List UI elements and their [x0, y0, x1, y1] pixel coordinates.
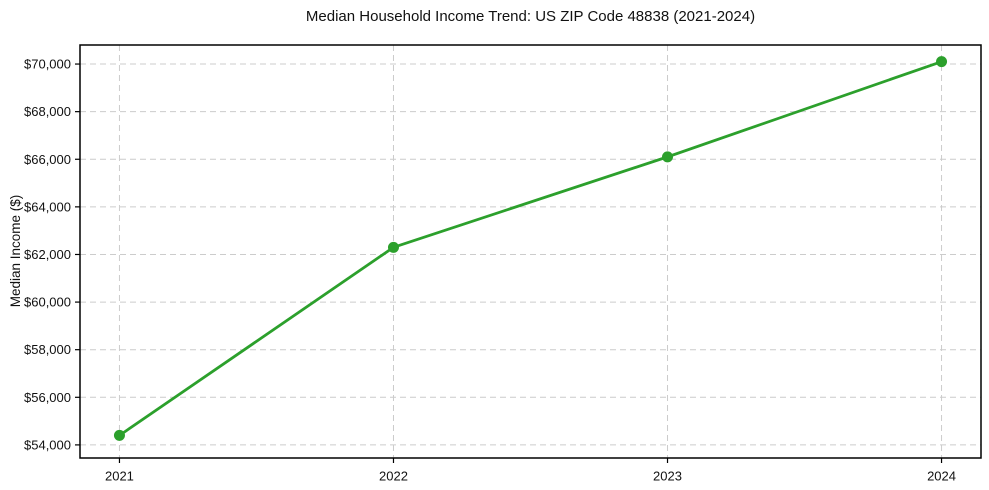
x-tick-label: 2022: [379, 469, 408, 484]
data-point-marker: [387, 241, 399, 253]
x-tick-label: 2021: [105, 469, 134, 484]
y-tick-label: $60,000: [24, 295, 71, 310]
y-tick-label: $68,000: [24, 104, 71, 119]
y-tick-label: $64,000: [24, 199, 71, 214]
data-point-marker: [936, 56, 948, 68]
y-tick-label: $70,000: [24, 57, 71, 72]
data-point-marker: [662, 151, 674, 163]
chart-title: Median Household Income Trend: US ZIP Co…: [305, 8, 756, 25]
y-tick-label: $66,000: [24, 152, 71, 167]
y-tick-label: $56,000: [24, 390, 71, 405]
x-tick-label: 2023: [653, 469, 682, 484]
data-point-marker: [113, 429, 125, 441]
y-tick-label: $58,000: [24, 342, 71, 357]
y-tick-label: $54,000: [24, 437, 71, 452]
plot-spines: [79, 44, 982, 459]
income-trend-line: [118, 60, 943, 437]
y-tick-label: $62,000: [24, 247, 71, 262]
x-tick-label: 2024: [927, 469, 956, 484]
